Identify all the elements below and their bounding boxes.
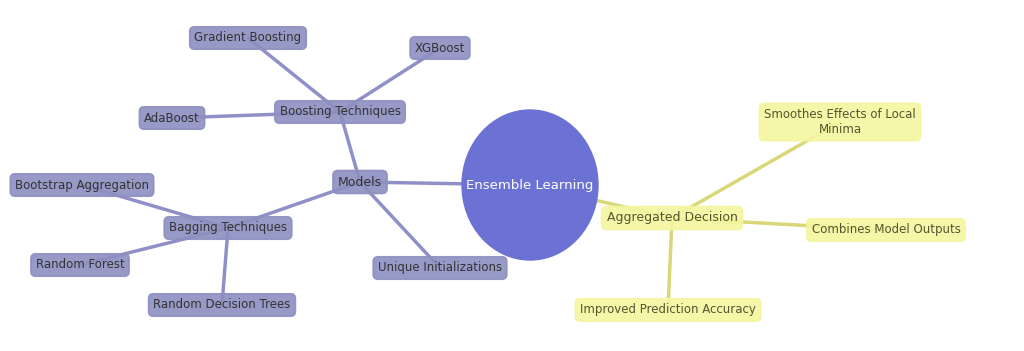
Text: Bootstrap Aggregation: Bootstrap Aggregation bbox=[15, 179, 150, 192]
Text: Gradient Boosting: Gradient Boosting bbox=[195, 32, 301, 45]
Text: Ensemble Learning: Ensemble Learning bbox=[466, 179, 594, 192]
Text: Bagging Techniques: Bagging Techniques bbox=[169, 221, 287, 234]
Text: Smoothes Effects of Local
Minima: Smoothes Effects of Local Minima bbox=[764, 108, 915, 136]
Text: Models: Models bbox=[338, 176, 382, 188]
Text: Combines Model Outputs: Combines Model Outputs bbox=[812, 224, 961, 237]
Text: XGBoost: XGBoost bbox=[415, 41, 465, 54]
Text: Random Forest: Random Forest bbox=[36, 258, 124, 272]
Text: Random Decision Trees: Random Decision Trees bbox=[154, 298, 291, 311]
Ellipse shape bbox=[462, 110, 598, 260]
Text: Boosting Techniques: Boosting Techniques bbox=[280, 106, 400, 119]
Text: AdaBoost: AdaBoost bbox=[144, 112, 200, 125]
Text: Aggregated Decision: Aggregated Decision bbox=[606, 212, 737, 225]
Text: Unique Initializations: Unique Initializations bbox=[378, 261, 502, 274]
Text: Improved Prediction Accuracy: Improved Prediction Accuracy bbox=[580, 304, 756, 317]
